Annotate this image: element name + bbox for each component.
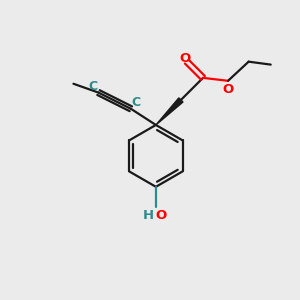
Text: O: O bbox=[156, 209, 167, 222]
Polygon shape bbox=[156, 98, 183, 125]
Text: H: H bbox=[143, 209, 154, 222]
Text: O: O bbox=[222, 82, 234, 95]
Text: O: O bbox=[180, 52, 191, 65]
Text: C: C bbox=[88, 80, 98, 93]
Text: C: C bbox=[132, 96, 141, 109]
